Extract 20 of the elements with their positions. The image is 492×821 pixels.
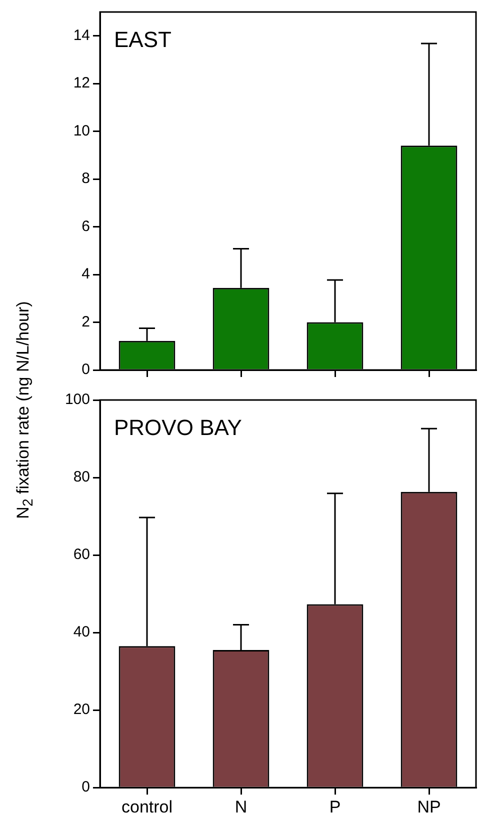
x-tick-label: NP: [417, 797, 441, 816]
y-tick-label: 40: [73, 624, 90, 641]
y-tick-label: 10: [73, 122, 90, 140]
y-tick-label: 2: [82, 313, 90, 330]
text: PROVO BAY: [114, 415, 242, 440]
y-tick-label: 20: [73, 701, 90, 718]
x-tick-label: N: [234, 797, 248, 816]
y-tick-label: 14: [73, 27, 90, 44]
x-tick-label: control: [121, 797, 173, 816]
y-tick-label: 80: [73, 468, 90, 486]
y-tick-label: 8: [82, 170, 90, 188]
y-tick-label: 12: [73, 74, 90, 92]
y-tick-label: 4: [82, 266, 90, 283]
y-tick-label: 100: [64, 391, 90, 408]
y-tick-label: 60: [73, 546, 90, 564]
x-tick-label: P: [329, 797, 341, 816]
y-tick-label: 6: [82, 218, 90, 235]
text: EAST: [114, 27, 172, 52]
y-tick-label: 0: [82, 778, 90, 796]
y-tick-label: 0: [82, 361, 90, 378]
